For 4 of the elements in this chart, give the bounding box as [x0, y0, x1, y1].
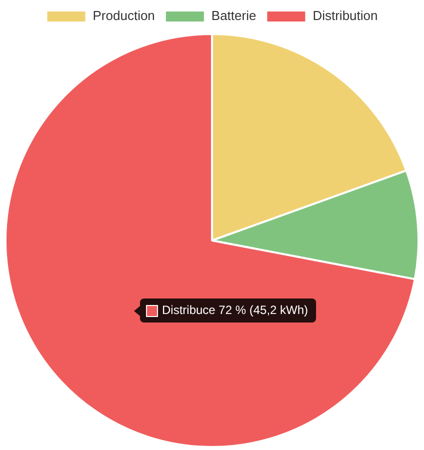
legend-label: Batterie: [211, 8, 256, 24]
legend-label: Distribution: [312, 8, 378, 24]
text: Distribuce 72 % (45,2 kWh): [162, 302, 308, 317]
legend-label: Production: [92, 8, 155, 24]
